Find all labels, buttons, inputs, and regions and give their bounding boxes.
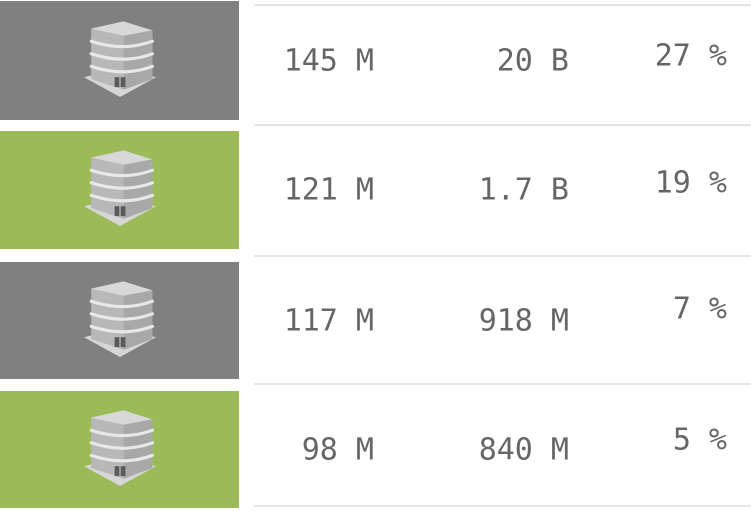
- row-divider: [254, 505, 751, 507]
- building-tile: [0, 391, 239, 508]
- building-tile: [0, 1, 239, 120]
- building-tile: [0, 131, 239, 249]
- value-col3: 27 %: [654, 38, 727, 74]
- table-row: 145 M 20 B 27 %: [0, 1, 751, 120]
- row-divider: [254, 124, 751, 126]
- building-icon: [83, 280, 156, 357]
- row-divider: [254, 383, 751, 385]
- value-col1: 121 M: [283, 172, 374, 208]
- building-tile: [0, 262, 239, 379]
- value-col2: 918 M: [478, 303, 569, 338]
- building-icon: [83, 409, 156, 486]
- value-col1: 117 M: [283, 303, 374, 338]
- building-icon: [83, 20, 156, 97]
- value-col1: 98 M: [301, 432, 374, 467]
- value-col3: 5 %: [672, 422, 727, 458]
- table-row: 98 M 840 M 5 %: [0, 383, 751, 508]
- value-col2: 20 B: [496, 43, 569, 78]
- building-icon: [83, 150, 156, 226]
- row-divider: [254, 4, 751, 6]
- value-col1: 145 M: [283, 43, 374, 78]
- value-col2: 840 M: [478, 432, 569, 467]
- table-row: 117 M 918 M 7 %: [0, 255, 751, 379]
- value-col2: 1.7 B: [478, 172, 569, 208]
- table-row: 121 M 1.7 B 19 %: [0, 124, 751, 249]
- row-divider: [254, 255, 751, 257]
- value-col3: 7 %: [672, 291, 727, 327]
- value-col3: 19 %: [654, 165, 727, 201]
